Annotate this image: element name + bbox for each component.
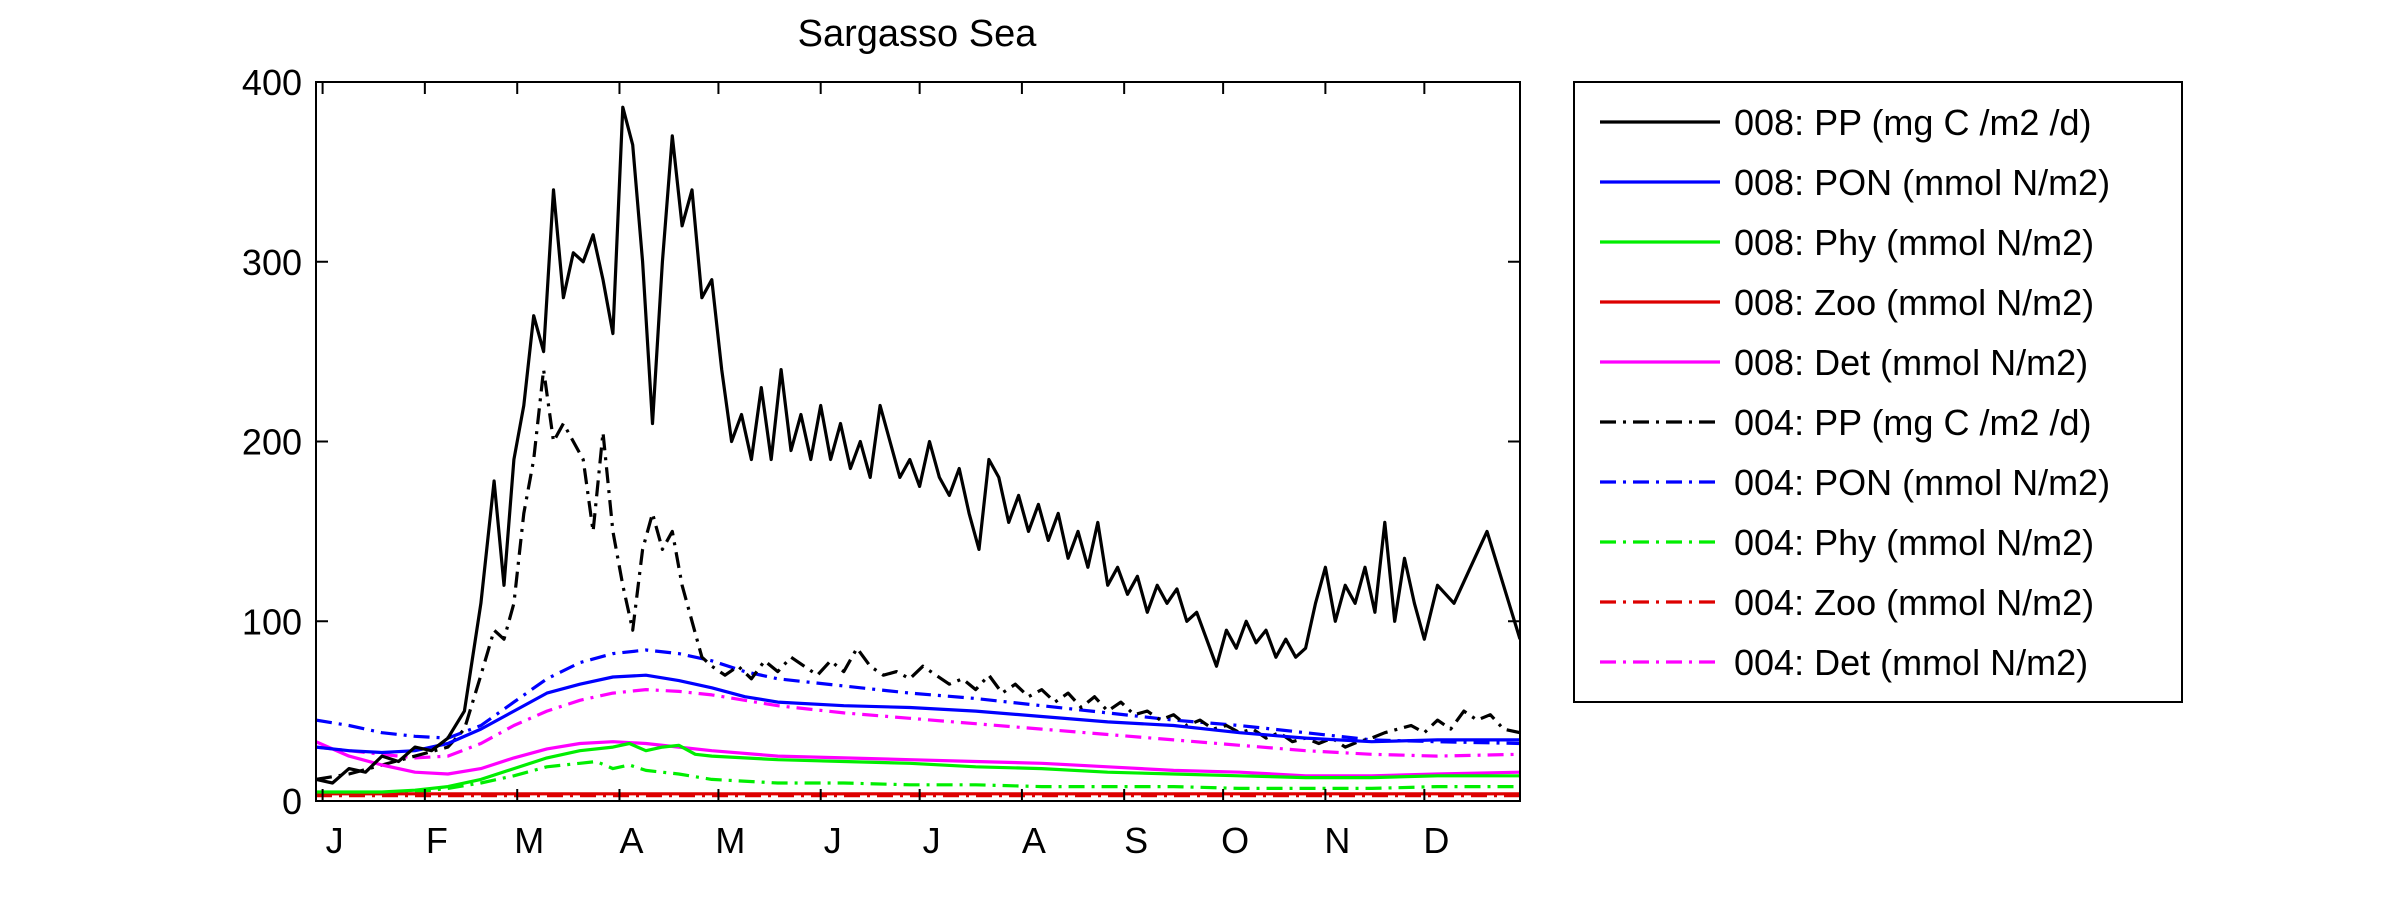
series-line-8 — [316, 759, 1520, 796]
y-tick-label: 200 — [242, 422, 302, 463]
legend-label-3: 008: Phy (mmol N/m2) — [1734, 222, 2094, 263]
series-line-7 — [316, 648, 1520, 746]
x-tick-label: M — [715, 820, 745, 861]
x-tick-label: F — [426, 820, 448, 861]
chart-title: Sargasso Sea — [798, 13, 1038, 55]
x-tick-label: M — [514, 820, 544, 861]
series-group — [316, 105, 1520, 798]
legend-label-6: 004: PP (mg C /m2 /d) — [1734, 402, 2091, 443]
legend-label-4: 008: Zoo (mmol N/m2) — [1734, 282, 2094, 323]
x-tick-label: J — [326, 820, 344, 861]
y-tick-label: 300 — [242, 242, 302, 283]
y-tick-label: 0 — [282, 781, 302, 822]
plot-area: 0 100 200 300 400 J F M A M J J A S O N D — [242, 62, 1521, 861]
x-tick-label: N — [1324, 820, 1350, 861]
legend-label-2: 008: PON (mmol N/m2) — [1734, 162, 2110, 203]
legend-label-7: 004: PON (mmol N/m2) — [1734, 462, 2110, 503]
legend-box — [1573, 81, 2183, 703]
x-tick-label: J — [824, 820, 842, 861]
x-tick-label: D — [1423, 820, 1449, 861]
series-line-3 — [316, 741, 1520, 794]
legend-label-9: 004: Zoo (mmol N/m2) — [1734, 582, 2094, 623]
series-line-10 — [316, 688, 1520, 760]
y-tick-label: 100 — [242, 601, 302, 642]
series-line-1 — [316, 105, 1520, 785]
y-tick-label: 400 — [242, 62, 302, 103]
x-tick-label: A — [619, 820, 643, 861]
x-tick-label: S — [1124, 820, 1148, 861]
x-tick-label: O — [1221, 820, 1249, 861]
x-tick-label: J — [923, 820, 941, 861]
legend-label-5: 008: Det (mmol N/m2) — [1734, 342, 2088, 383]
legend: 008: PP (mg C /m2 /d) 008: PON (mmol N/m2… — [1573, 81, 2183, 703]
legend-label-10: 004: Det (mmol N/m2) — [1734, 642, 2088, 683]
legend-label-8: 004: Phy (mmol N/m2) — [1734, 522, 2094, 563]
series-line-5 — [316, 740, 1520, 778]
series-line-6 — [316, 368, 1520, 781]
x-tick-label: A — [1022, 820, 1046, 861]
series-line-2 — [316, 673, 1520, 755]
legend-label-1: 008: PP (mg C /m2 /d) — [1734, 102, 2091, 143]
